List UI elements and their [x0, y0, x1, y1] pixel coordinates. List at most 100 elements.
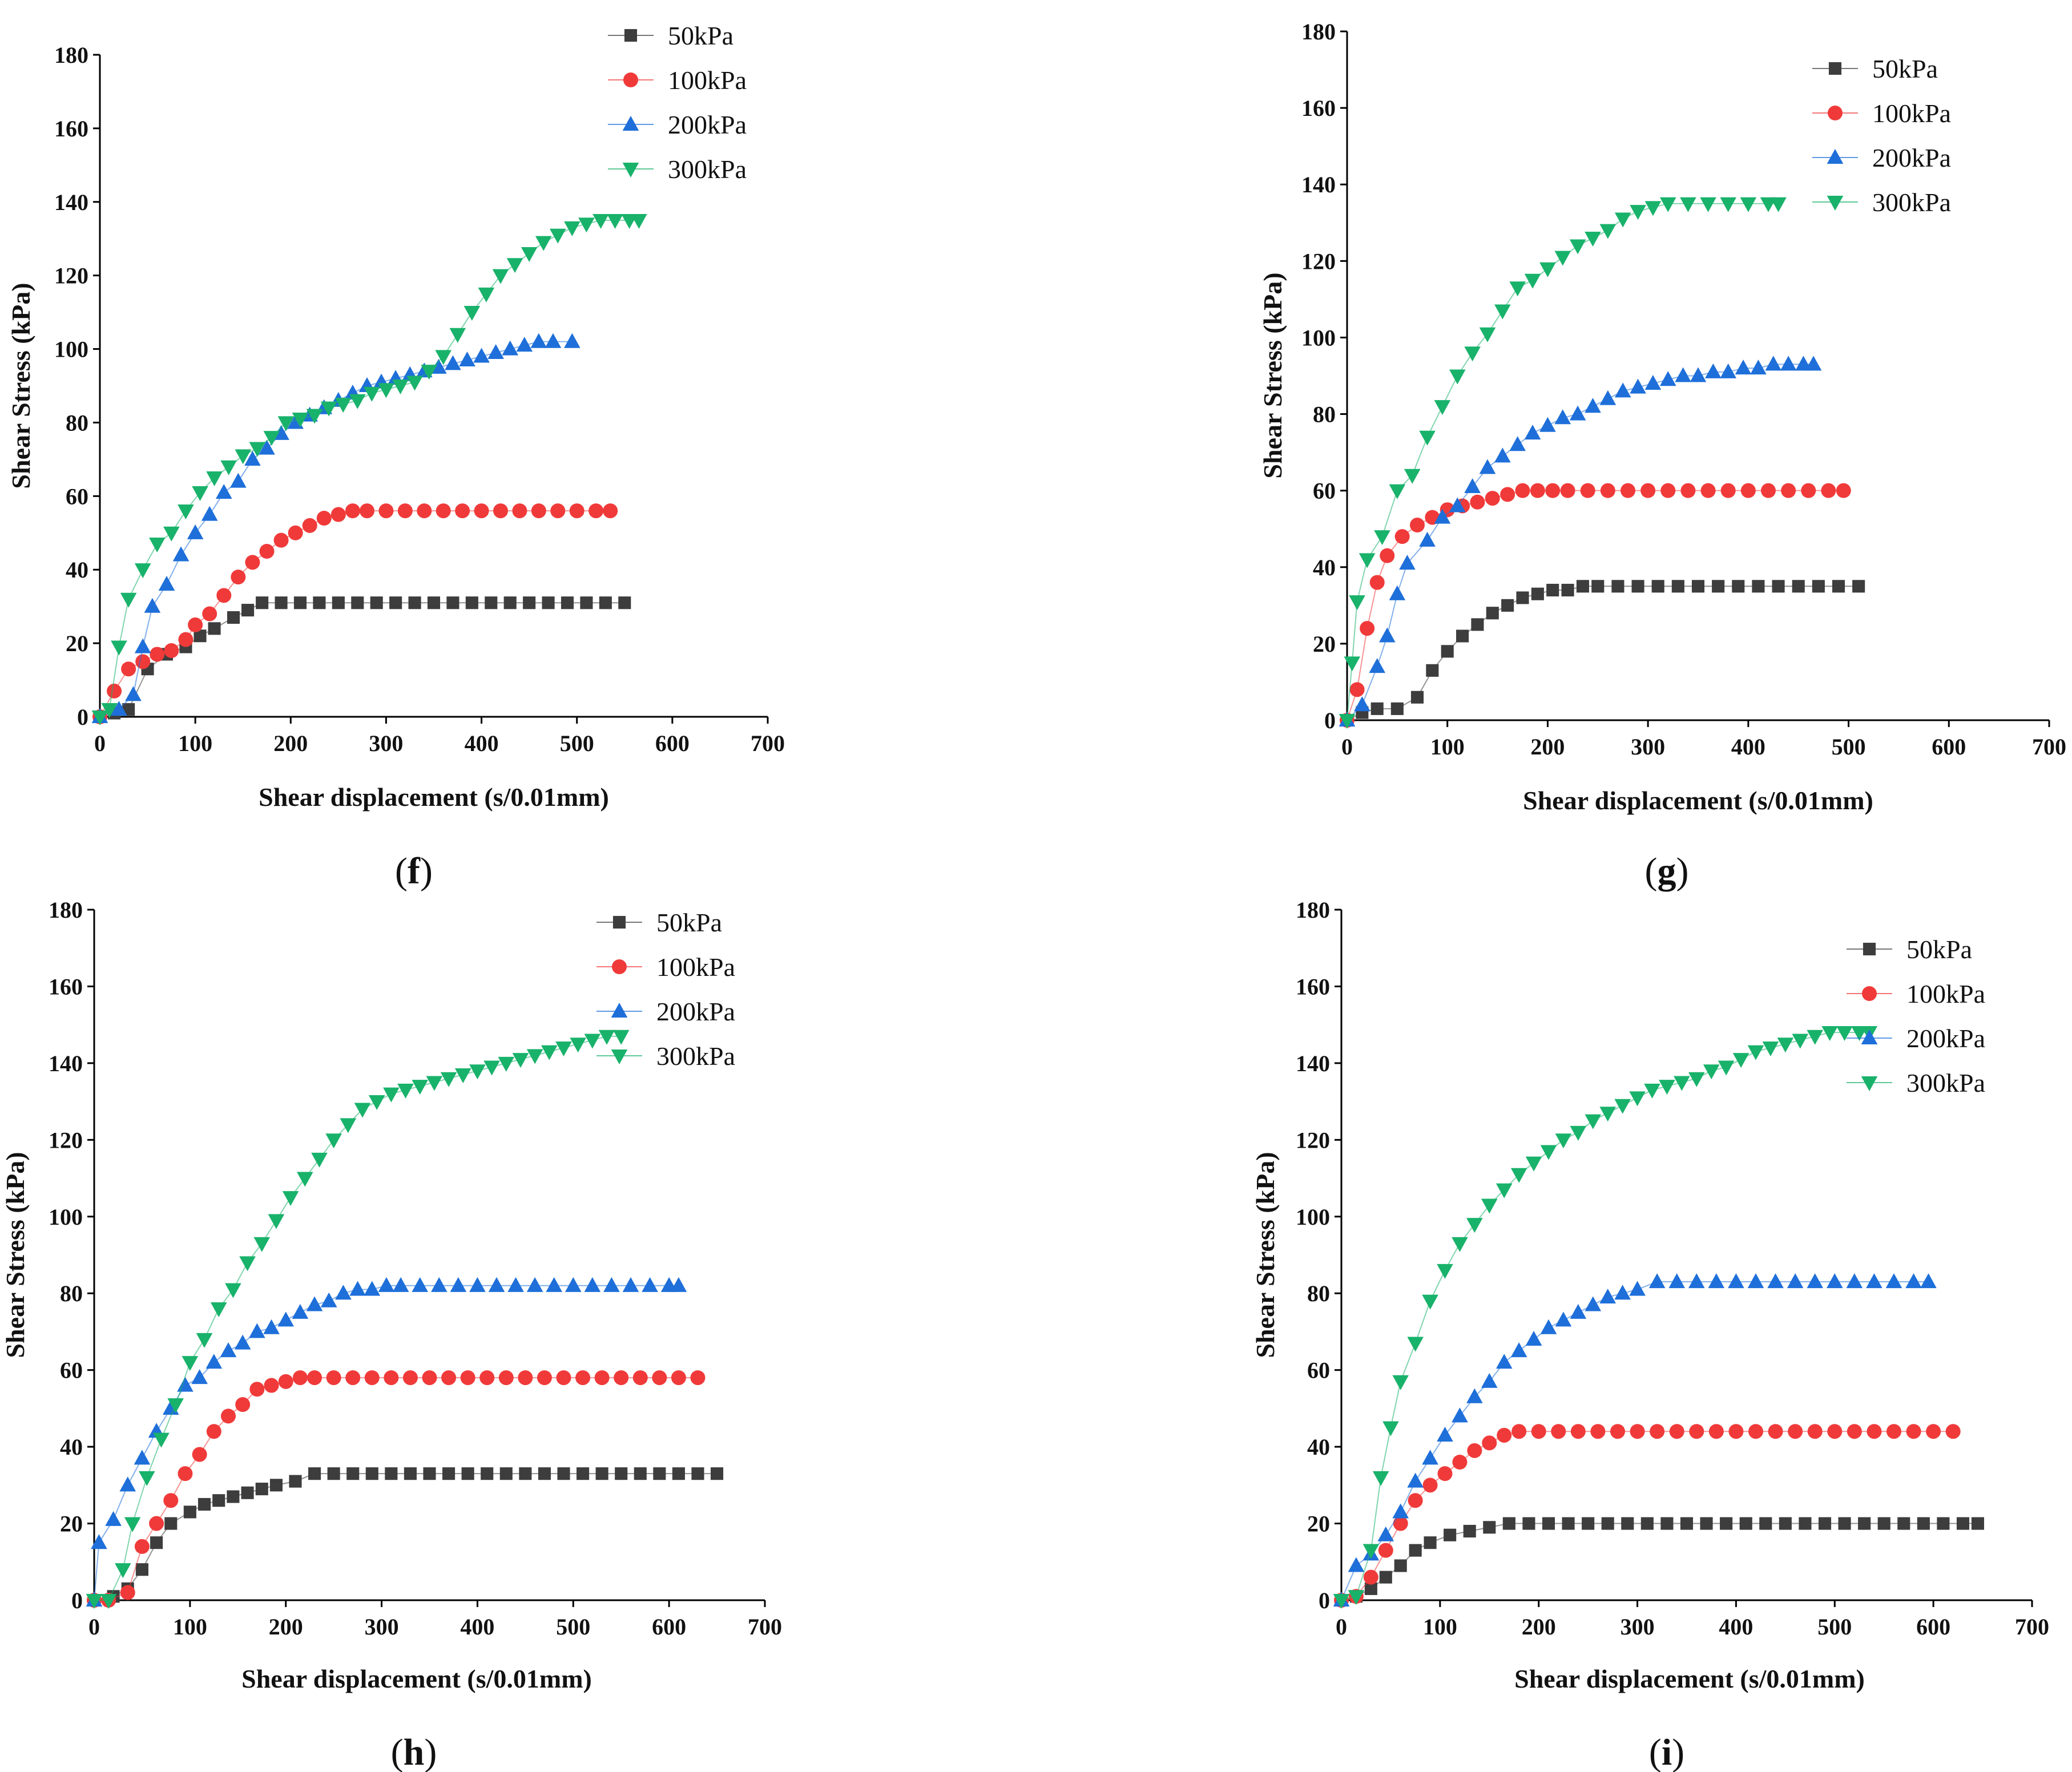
data-point — [182, 1356, 199, 1371]
data-point — [422, 1370, 437, 1386]
data-point — [392, 379, 409, 394]
data-point — [334, 398, 352, 413]
data-point — [450, 1277, 467, 1292]
data-point — [584, 1277, 601, 1292]
data-point — [239, 1256, 256, 1272]
data-point — [612, 1030, 630, 1045]
x-tick-label: 0 — [1341, 734, 1353, 760]
data-point — [311, 1152, 328, 1168]
data-point — [455, 503, 470, 519]
data-point — [1372, 1471, 1389, 1486]
data-point — [1360, 621, 1375, 636]
x-axis-title: Shear displacement (s/0.01mm) — [1523, 786, 1873, 815]
series-100kPa — [87, 1370, 706, 1608]
legend-label: 300kPa — [1906, 1068, 1985, 1097]
data-point — [1392, 1503, 1409, 1519]
data-point — [397, 1083, 414, 1099]
legend-marker — [1827, 195, 1844, 211]
data-point — [1362, 1544, 1380, 1559]
data-point — [1761, 483, 1776, 498]
data-point — [469, 1064, 486, 1080]
data-point — [206, 1424, 221, 1439]
data-point — [187, 524, 204, 539]
data-point — [1801, 483, 1816, 498]
data-point — [392, 1277, 409, 1292]
data-point — [577, 1467, 590, 1480]
series-line — [1341, 1032, 1869, 1601]
x-tick-label: 300 — [369, 730, 403, 756]
x-axis-title: Shear displacement (s/0.01mm) — [241, 1664, 592, 1693]
panel-caption: (f) — [395, 850, 433, 892]
data-point — [269, 1479, 283, 1492]
data-point — [1495, 1354, 1513, 1369]
data-point — [1937, 1517, 1950, 1530]
data-point — [296, 1172, 313, 1187]
x-tick-label: 0 — [88, 1614, 100, 1640]
data-point — [1614, 1285, 1631, 1300]
data-point — [1708, 1424, 1724, 1439]
data-point — [1389, 484, 1406, 499]
data-point — [1348, 1590, 1365, 1605]
data-point — [1740, 483, 1756, 498]
x-tick-label: 300 — [365, 1614, 399, 1640]
data-point — [1516, 591, 1529, 604]
data-point — [512, 1053, 529, 1068]
y-tick-label: 60 — [60, 1358, 83, 1383]
data-point — [259, 439, 275, 455]
data-point — [306, 1296, 323, 1311]
y-tick-label: 80 — [60, 1281, 83, 1306]
data-point — [135, 1563, 148, 1576]
data-point — [364, 1281, 381, 1296]
data-point — [202, 606, 217, 621]
data-point — [1540, 1145, 1557, 1160]
data-point — [493, 503, 508, 519]
data-point — [436, 503, 451, 519]
data-point — [670, 1277, 687, 1292]
data-point — [183, 1505, 196, 1519]
data-point — [1560, 483, 1575, 498]
y-axis-title: Shear Stress (kPa) — [1258, 272, 1287, 478]
data-point — [1561, 583, 1574, 597]
data-point — [691, 1467, 704, 1480]
chart-panel-i: 0 20 40 60 80 100 120 140 160 180 0 100 200 300 400 500… — [1036, 886, 2072, 1772]
legend-label: 100kPa — [1872, 99, 1951, 128]
data-point — [178, 504, 194, 520]
series-line — [1347, 586, 1859, 721]
data-point — [349, 394, 366, 409]
data-point — [1781, 483, 1796, 498]
data-point — [235, 449, 252, 465]
data-point — [1380, 548, 1395, 563]
data-point — [121, 661, 136, 677]
data-point — [537, 1370, 552, 1386]
data-point — [378, 503, 394, 519]
data-point — [1768, 1424, 1783, 1439]
y-tick-label: 20 — [60, 1511, 83, 1537]
data-point — [1449, 497, 1466, 512]
data-point — [653, 1467, 666, 1480]
y-tick-label: 100 — [49, 1204, 83, 1230]
legend-label: 50kPa — [668, 21, 733, 50]
legend-label: 300kPa — [668, 155, 747, 184]
data-point — [306, 409, 323, 424]
data-point — [1522, 1517, 1535, 1530]
series-line — [99, 510, 611, 717]
data-point — [526, 1277, 543, 1292]
data-point — [1410, 518, 1425, 533]
data-point — [507, 1277, 524, 1292]
data-point — [1404, 469, 1421, 484]
data-point — [245, 555, 260, 570]
data-point — [607, 213, 623, 229]
data-point — [255, 1483, 268, 1496]
data-point — [1554, 409, 1571, 425]
data-point — [177, 1377, 194, 1392]
data-point — [1690, 367, 1707, 382]
data-point — [1750, 360, 1767, 375]
data-point — [1509, 436, 1526, 451]
series-50kPa — [87, 1467, 724, 1607]
data-point — [1599, 390, 1617, 405]
data-point — [614, 1370, 629, 1386]
data-point — [1747, 1045, 1764, 1060]
data-point — [278, 1374, 293, 1389]
data-point — [1555, 1133, 1572, 1149]
data-point — [1821, 483, 1836, 498]
